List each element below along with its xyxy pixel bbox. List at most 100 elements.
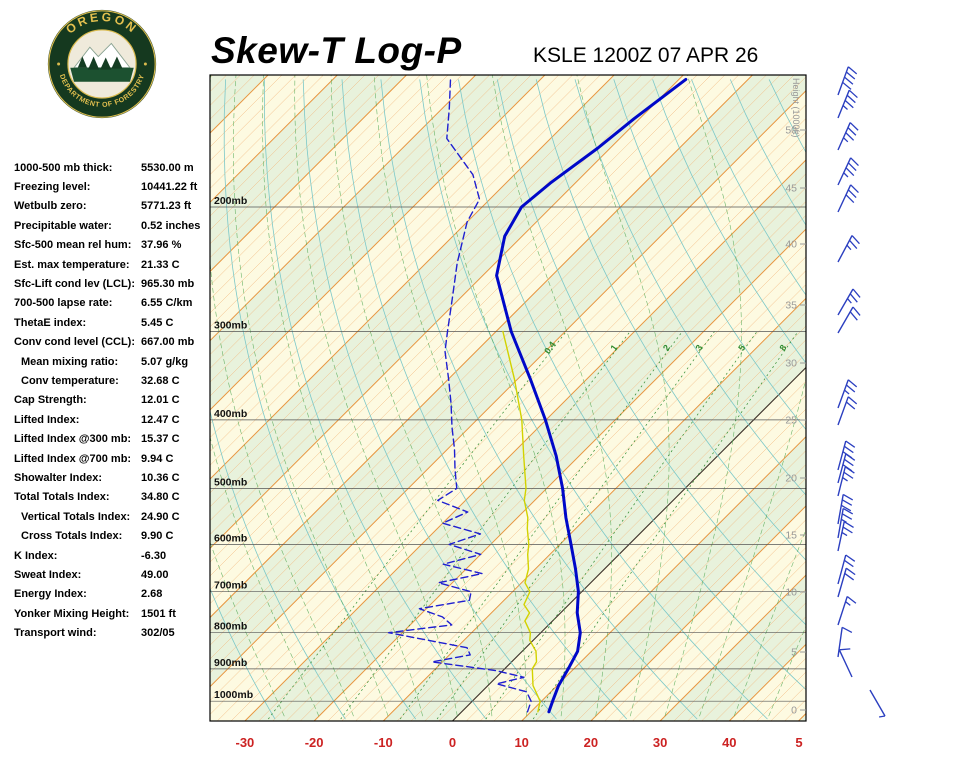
index-row: Sweat Index: 49.00: [14, 565, 210, 584]
index-row: Wetbulb zero: 5771.23 ft: [14, 197, 210, 216]
index-row: Precipitable water: 0.52 inches: [14, 216, 210, 235]
index-row: Mean mixing ratio: 5.07 g/kg: [14, 352, 210, 371]
height-tick-label: 10: [785, 587, 797, 599]
temp-axis-label: 5: [795, 735, 802, 750]
wind-barb: [869, 689, 886, 717]
index-value: 2.68: [141, 588, 163, 601]
height-tick-label: 40: [785, 239, 797, 251]
wind-barb: [837, 379, 849, 409]
index-row: Total Totals Index: 34.80 C: [14, 488, 210, 507]
height-tick-label: 15: [785, 530, 797, 542]
index-row: Cap Strength: 12.01 C: [14, 391, 210, 410]
index-value: 9.90 C: [141, 530, 174, 543]
index-label: Yonker Mixing Height:: [14, 607, 130, 620]
index-label: Transport wind:: [14, 627, 97, 640]
wind-barb: [837, 440, 847, 471]
index-value: 302/05: [141, 627, 175, 640]
index-value: 15.37 C: [141, 433, 180, 446]
index-label: Lifted Index @700 mb:: [14, 452, 132, 465]
temp-axis-label: 20: [584, 735, 598, 750]
index-value: 5.07 g/kg: [141, 355, 189, 368]
isotherms: [210, 75, 806, 721]
wind-barb: [837, 453, 847, 484]
height-tick-label: 35: [785, 300, 797, 312]
index-row: Transport wind: 302/05: [14, 623, 210, 642]
index-row: Cross Totals Index: 9.90 C: [14, 526, 210, 545]
height-tick-label: 30: [785, 358, 797, 370]
index-row: Yonker Mixing Height: 1501 ft: [14, 604, 210, 623]
index-label: 700-500 lapse rate:: [14, 297, 113, 310]
index-value: 12.47 C: [141, 413, 180, 426]
pressure-label: 200mb: [214, 195, 247, 207]
temp-axis-label: -10: [374, 735, 393, 750]
index-row: Lifted Index @300 mb: 15.37 C: [14, 429, 210, 448]
index-value: 5530.00 m: [141, 161, 194, 174]
index-value: 12.01 C: [141, 394, 180, 407]
index-label: ThetaE index:: [14, 316, 87, 329]
page-title: Skew-T Log-P: [211, 30, 462, 71]
odf-logo-svg: OREGON DEPARTMENT OF FORESTRY: [47, 10, 157, 119]
mixing-ratio-label: 2: [661, 343, 672, 353]
index-row: Lifted Index: 12.47 C: [14, 410, 210, 429]
wind-barb: [837, 508, 844, 539]
index-row: Vertical Totals Index: 24.90 C: [14, 507, 210, 526]
tree-icon: [88, 56, 100, 70]
index-label: Est. max temperature:: [14, 258, 130, 271]
index-label: Lifted Index @300 mb:: [14, 433, 132, 446]
index-value: 5771.23 ft: [141, 200, 192, 213]
pressure-label: 700mb: [214, 580, 247, 592]
mixing-ratio-label: 5: [736, 343, 747, 353]
pressure-label: 1000mb: [214, 689, 253, 701]
temperature-trace: [495, 77, 688, 714]
temp-axis-label: 30: [653, 735, 667, 750]
height-tick-label: 25: [785, 415, 797, 427]
index-row: Energy Index: 2.68: [14, 585, 210, 604]
index-value: 0.52 inches: [141, 219, 201, 232]
index-value: 10441.22 ft: [141, 181, 198, 194]
wind-barb: [837, 306, 854, 334]
wetbulb-trace: [502, 330, 541, 713]
mixing-ratio-label: 3: [693, 343, 704, 353]
mixing-ratio-label: 8: [777, 343, 788, 353]
index-value: 32.68 C: [141, 374, 180, 387]
index-value: 5.45 C: [141, 316, 174, 329]
index-value: 667.00 mb: [141, 336, 195, 349]
indices-panel: 1000-500 mb thick: 5530.00 m Freezing leve…: [14, 158, 210, 643]
index-label: 1000-500 mb thick:: [14, 161, 113, 174]
pressure-label: 900mb: [214, 657, 247, 669]
temp-axis-label: -20: [305, 735, 324, 750]
temp-axis-label: 0: [449, 735, 456, 750]
wind-barb: [837, 396, 849, 426]
height-tick-label: 0: [791, 705, 797, 717]
height-tick-label: 5: [791, 647, 797, 659]
index-value: -6.30: [141, 549, 167, 562]
wind-barb: [837, 122, 851, 151]
index-label: Total Totals Index:: [14, 491, 110, 504]
index-label: Showalter Index:: [14, 471, 103, 484]
index-label: Sfc-Lift cond lev (LCL):: [14, 278, 135, 291]
index-label: Mean mixing ratio:: [21, 355, 119, 368]
wind-barbs: [837, 66, 886, 718]
wind-barb: [837, 494, 844, 525]
tree-icon: [111, 56, 123, 69]
index-row: Sfc-500 mean rel hum: 37.96 %: [14, 236, 210, 255]
index-label: Lifted Index:: [14, 413, 80, 426]
index-row: Sfc-Lift cond lev (LCL): 965.30 mb: [14, 274, 210, 293]
height-tick-label: 45: [785, 183, 797, 195]
index-label: Cap Strength:: [14, 394, 87, 407]
index-value: 49.00: [141, 568, 169, 581]
forest-icon: [70, 67, 134, 82]
index-value: 10.36 C: [141, 471, 180, 484]
index-value: 37.96 %: [141, 239, 182, 252]
index-label: Precipitable water:: [14, 219, 112, 232]
index-label: Cross Totals Index:: [21, 530, 123, 543]
wind-barb: [837, 89, 850, 119]
index-label: Freezing level:: [14, 181, 91, 194]
tree-icon: [77, 56, 88, 68]
index-value: 34.80 C: [141, 491, 180, 504]
index-row: Lifted Index @700 mb: 9.94 C: [14, 449, 210, 468]
index-value: 965.30 mb: [141, 278, 195, 291]
index-row: K Index: -6.30: [14, 546, 210, 565]
